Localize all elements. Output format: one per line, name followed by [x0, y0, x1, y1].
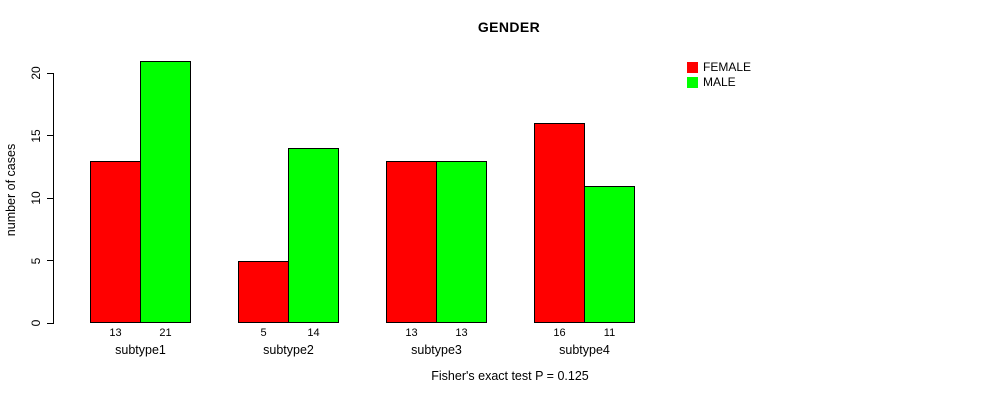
bar-value-label: 16 — [553, 327, 566, 339]
y-axis-tick — [47, 72, 54, 74]
category-label-subtype1: subtype1 — [115, 343, 166, 357]
y-axis-label: number of cases — [4, 143, 18, 237]
bar-value-label: 5 — [260, 327, 267, 339]
annotation-caption: Fisher's exact test P = 0.125 — [431, 369, 589, 383]
legend-item-male: MALE — [687, 75, 751, 90]
bar-value-label: 11 — [603, 327, 616, 339]
y-axis-line — [53, 73, 54, 324]
bar-male-subtype1 — [140, 60, 191, 323]
bar-female-subtype2 — [238, 260, 289, 323]
category-label-subtype2: subtype2 — [263, 343, 314, 357]
legend: FEMALE MALE — [687, 60, 751, 90]
bar-value-label: 21 — [159, 327, 172, 339]
y-axis-tick-label: 0 — [29, 319, 43, 327]
y-axis-tick-label: 5 — [29, 257, 43, 264]
legend-item-female: FEMALE — [687, 60, 751, 75]
y-axis-tick-label: 10 — [29, 191, 43, 205]
category-label-subtype3: subtype3 — [411, 343, 462, 357]
y-axis-tick — [47, 197, 54, 199]
bar-male-subtype2 — [288, 148, 339, 323]
chart-title: GENDER — [477, 19, 541, 35]
bar-value-label: 13 — [109, 327, 122, 339]
bar-female-subtype4 — [534, 123, 585, 323]
y-axis-tick-label: 15 — [29, 128, 43, 143]
y-axis-tick — [47, 135, 54, 136]
bar-male-subtype3 — [436, 160, 487, 323]
female-swatch-icon — [687, 62, 698, 73]
male-swatch-icon — [687, 77, 698, 88]
category-label-subtype4: subtype4 — [559, 343, 610, 357]
bar-value-label: 13 — [405, 327, 418, 339]
bar-female-subtype3 — [386, 160, 437, 323]
bar-value-label: 13 — [455, 327, 468, 339]
y-axis-tick-label: 20 — [29, 66, 43, 80]
legend-label-female: FEMALE — [703, 60, 752, 74]
y-axis-tick — [47, 260, 54, 261]
bar-value-label: 14 — [307, 327, 320, 339]
bar-female-subtype1 — [90, 160, 141, 323]
bar-male-subtype4 — [584, 185, 635, 323]
legend-label-male: MALE — [703, 75, 736, 89]
y-axis-tick — [47, 322, 54, 324]
